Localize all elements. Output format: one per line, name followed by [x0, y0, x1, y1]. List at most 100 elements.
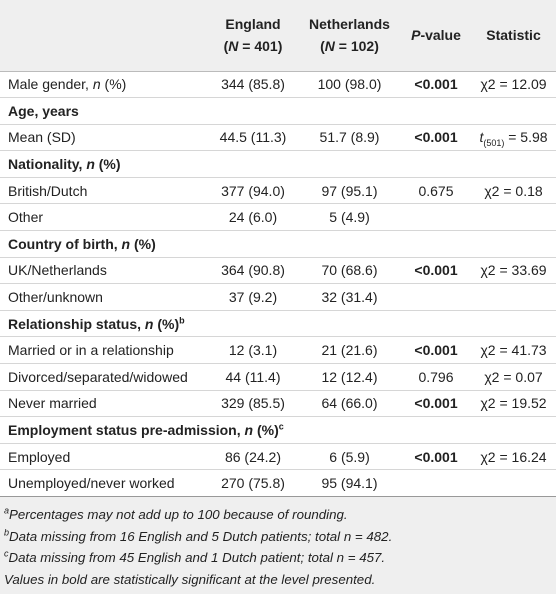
section-label: Employment status pre-admission, n (%)c — [0, 417, 556, 444]
section-text: Age, years — [8, 102, 79, 119]
cell: 5 (4.9) — [329, 209, 370, 226]
section-label: Country of birth, n (%) — [0, 231, 556, 258]
table-row: Male gender, n (%) 344 (85.8) 100 (98.0) <0… — [0, 71, 556, 98]
column-header: Netherlands (N = 102) — [298, 0, 401, 72]
section-text: Relationship status, n (%) — [8, 315, 180, 332]
footnote-mark: b — [4, 527, 10, 538]
section-label: Relationship status, n (%)b — [0, 310, 556, 337]
column-title: P-value — [411, 27, 461, 44]
section-text: Nationality, n (%) — [8, 156, 121, 173]
footnote: bData missing from 16 English and 5 Dutc… — [4, 526, 556, 548]
row-label: Other — [8, 209, 44, 226]
cell: <0.001 — [414, 342, 458, 359]
table-row: Divorced/separated/widowed 44 (11.4) 12 (1… — [0, 364, 556, 391]
row-label: UK/Netherlands — [8, 262, 107, 279]
cell: 0.675 — [418, 182, 454, 199]
cell: 97 (95.1) — [321, 182, 378, 199]
cell: <0.001 — [414, 448, 458, 465]
cell: 364 (90.8) — [221, 262, 285, 279]
table-row: Unemployed/never worked 270 (75.8) 95 (94.… — [0, 470, 556, 497]
cell — [471, 470, 556, 497]
column-subtitle: (N = 102) — [320, 38, 379, 55]
table-row: Mean (SD) 44.5 (11.3) 51.7 (8.9) <0.001 t(50… — [0, 124, 556, 151]
footnote-text: Data missing from 16 English and 5 Dutch… — [9, 528, 393, 544]
table-row: Age, years — [0, 98, 556, 125]
cell: 51.7 (8.9) — [319, 129, 380, 146]
cell: 70 (68.6) — [321, 262, 378, 279]
header-cell — [0, 0, 208, 72]
cell — [401, 470, 471, 497]
cell — [401, 284, 471, 311]
column-header: England (N = 401) — [208, 0, 298, 72]
row-label: Mean (SD) — [8, 129, 76, 146]
section-text: Country of birth, n (%) — [8, 235, 156, 252]
table-row: Relationship status, n (%)b — [0, 310, 556, 337]
table-header: England (N = 401) Netherlands (N = 102) P-va… — [0, 0, 556, 72]
table-body: Male gender, n (%) 344 (85.8) 100 (98.0) <0… — [0, 71, 556, 497]
column-subtitle: (N = 401) — [223, 38, 283, 55]
cell: <0.001 — [414, 395, 458, 412]
cell — [471, 204, 556, 231]
table-row: Employment status pre-admission, n (%)c — [0, 417, 556, 444]
footnote-text: Data missing from 45 English and 1 Dutch… — [8, 550, 386, 566]
cell: 86 (24.2) — [224, 448, 282, 465]
table-row: Never married 329 (85.5) 64 (66.0) <0.001 χ2… — [0, 390, 556, 417]
table-row: UK/Netherlands 364 (90.8) 70 (68.6) <0.001 χ… — [0, 257, 556, 284]
footnote-text: Percentages may not add up to 100 becaus… — [9, 507, 348, 522]
cell: χ2 = 0.07 — [484, 368, 543, 385]
column-title: Statistic — [486, 27, 541, 44]
cell: 12 (3.1) — [228, 342, 278, 359]
cell: 95 (94.1) — [321, 475, 378, 492]
cell: 0.796 — [418, 368, 454, 385]
row-label: Male gender, n (%) — [8, 76, 127, 93]
row-label: Unemployed/never worked — [8, 475, 175, 492]
row-label: British/Dutch — [8, 182, 88, 199]
footnote-mark: b — [179, 314, 185, 325]
row-label: Divorced/separated/widowed — [8, 368, 188, 385]
cell: 24 (6.0) — [228, 209, 278, 226]
cell: t(501) = 5.98 — [479, 129, 548, 149]
column-header: Statistic — [471, 0, 556, 72]
cell: 377 (94.0) — [221, 182, 285, 199]
cell: 12 (12.4) — [321, 368, 378, 385]
cell: 344 (85.8) — [221, 76, 285, 93]
cell: χ2 = 0.18 — [484, 182, 543, 199]
table-row: Nationality, n (%) — [0, 151, 556, 178]
row-label: Other/unknown — [8, 289, 103, 306]
cell: χ2 = 33.69 — [480, 262, 547, 279]
row-label: Employed — [8, 448, 71, 465]
footnote-mark: c — [278, 421, 284, 432]
table-row: Other 24 (6.0) 5 (4.9) — [0, 204, 556, 231]
footnote: cData missing from 45 English and 1 Dutc… — [4, 547, 556, 569]
cell: 6 (5.9) — [329, 448, 370, 465]
cell: χ2 = 16.24 — [480, 448, 547, 465]
cell: 44 (11.4) — [225, 368, 281, 385]
column-title: Netherlands — [309, 16, 390, 33]
column-header: P-value — [401, 0, 471, 72]
cell: 32 (31.4) — [321, 289, 378, 306]
cell: <0.001 — [414, 262, 458, 279]
data-table: England (N = 401) Netherlands (N = 102) P-va… — [0, 0, 556, 497]
cell: 100 (98.0) — [317, 76, 382, 93]
section-label: Nationality, n (%) — [0, 151, 556, 178]
column-title: England — [225, 16, 281, 33]
cell: 37 (9.2) — [228, 289, 278, 306]
cell — [401, 204, 471, 231]
table-row: Employed 86 (24.2) 6 (5.9) <0.001 χ2 = 16.24 — [0, 443, 556, 470]
table-row: Married or in a relationship 12 (3.1) 21 (… — [0, 337, 556, 364]
footnote: Values in bold are statistically signifi… — [4, 569, 556, 591]
row-label: Married or in a relationship — [8, 342, 174, 359]
cell: 21 (21.6) — [321, 342, 378, 359]
cell — [471, 284, 556, 311]
section-label: Age, years — [0, 98, 556, 125]
cell: <0.001 — [414, 76, 458, 93]
cell: χ2 = 41.73 — [480, 342, 547, 359]
cell: 329 (85.5) — [221, 395, 285, 412]
footnote: aPercentages may not add up to 100 becau… — [4, 504, 556, 526]
cell: 44.5 (11.3) — [219, 129, 287, 146]
cell: χ2 = 19.52 — [480, 395, 547, 412]
footnote-mark: c — [4, 548, 9, 559]
table-row: British/Dutch 377 (94.0) 97 (95.1) 0.675 χ2 … — [0, 177, 556, 204]
cell: <0.001 — [414, 129, 458, 146]
